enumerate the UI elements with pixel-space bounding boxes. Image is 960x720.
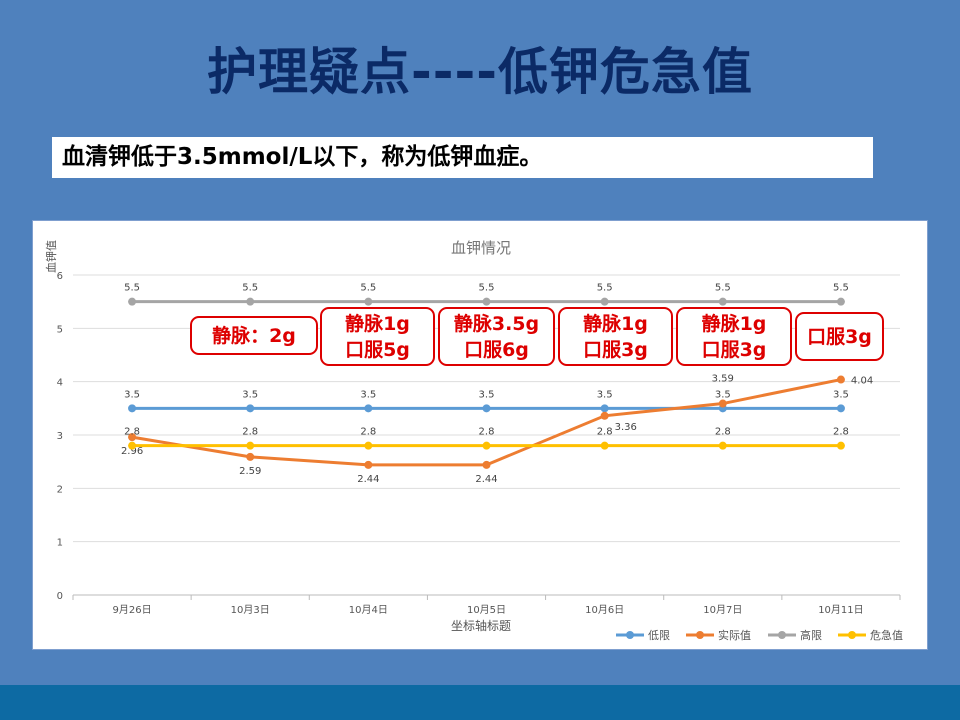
x-axis-label: 坐标轴标题 [451, 618, 511, 633]
x-tick-label: 10月11日 [818, 604, 863, 616]
y-tick-label: 4 [57, 378, 63, 389]
dose-annotation: 静脉1g 口服3g [558, 307, 673, 366]
data-point [364, 404, 373, 413]
x-tick-label: 10月6日 [585, 604, 624, 616]
chart-title: 血钾情况 [451, 239, 511, 257]
data-point [836, 297, 845, 306]
data-point [600, 411, 609, 420]
data-label: 2.96 [121, 446, 143, 457]
dose-annotation: 静脉1g 口服3g [676, 307, 792, 366]
data-label: 3.5 [242, 389, 258, 400]
data-label: 3.5 [833, 389, 849, 400]
data-label: 5.5 [124, 283, 140, 294]
data-label: 3.59 [712, 374, 734, 385]
data-point [482, 404, 491, 413]
data-point [600, 441, 609, 450]
data-point [600, 297, 609, 306]
data-point [128, 297, 137, 306]
legend-label: 低限 [648, 629, 670, 642]
footer-band [0, 685, 960, 720]
data-point [246, 404, 255, 413]
data-label: 2.8 [124, 427, 140, 438]
data-label: 5.5 [597, 283, 613, 294]
data-point [482, 460, 491, 469]
data-point [128, 404, 137, 413]
data-label: 2.44 [475, 474, 497, 485]
slide-subtitle: 血清钾低于3.5mmol/L以下，称为低钾血症。 [52, 137, 873, 178]
data-point [128, 441, 137, 450]
x-tick-label: 10月5日 [467, 604, 506, 616]
data-label: 2.8 [833, 427, 849, 438]
legend-marker [696, 631, 704, 639]
data-label: 5.5 [715, 283, 731, 294]
dose-annotation: 静脉3.5g 口服6g [438, 307, 555, 366]
y-tick-label: 2 [57, 484, 63, 495]
data-point [718, 297, 727, 306]
data-label: 3.5 [715, 389, 731, 400]
data-label: 2.44 [357, 474, 379, 485]
legend-label: 危急值 [870, 628, 903, 642]
data-label: 2.59 [239, 466, 261, 477]
data-point [836, 441, 845, 450]
data-label: 5.5 [833, 283, 849, 294]
data-point [482, 441, 491, 450]
legend-marker [626, 631, 634, 639]
legend-marker [848, 631, 856, 639]
y-tick-label: 6 [57, 271, 63, 282]
data-point [364, 297, 373, 306]
data-point [246, 441, 255, 450]
data-label: 5.5 [360, 283, 376, 294]
data-label: 2.8 [360, 427, 376, 438]
potassium-chart: 血钾情况 血钾值 0 1 2 3 4 5 6 9月26日 10月3日 10月4日 10月5日 10月6日 1… [32, 220, 928, 650]
x-tick-label: 10月4日 [349, 604, 388, 616]
legend-label: 高限 [800, 628, 822, 642]
x-tick-label: 10月7日 [703, 604, 742, 616]
slide-title: 护理疑点----低钾危急值 [206, 43, 753, 101]
x-tick-label: 10月3日 [231, 604, 270, 616]
x-tick-label: 9月26日 [113, 604, 152, 616]
data-point [836, 375, 845, 384]
y-tick-label: 1 [57, 538, 63, 549]
data-point [600, 404, 609, 413]
data-label: 3.5 [360, 389, 376, 400]
data-label: 2.8 [479, 427, 495, 438]
data-label: 5.5 [479, 283, 495, 294]
y-tick-label: 0 [57, 591, 63, 602]
data-label: 3.5 [479, 389, 495, 400]
data-point [718, 399, 727, 408]
chart-svg: 血钾情况 血钾值 0 1 2 3 4 5 6 9月26日 10月3日 10月4日 10月5日 10月6日 1… [44, 239, 903, 642]
data-label: 3.5 [597, 389, 613, 400]
data-point [364, 441, 373, 450]
dose-annotation: 静脉：2g [190, 316, 318, 355]
data-label: 2.8 [242, 427, 258, 438]
data-point [364, 460, 373, 469]
data-label: 3.5 [124, 389, 140, 400]
y-tick-label: 5 [57, 324, 63, 335]
data-label: 2.8 [715, 427, 731, 438]
data-point [482, 297, 491, 306]
y-axis-label: 血钾值 [44, 240, 58, 273]
dose-annotation: 口服3g [795, 312, 884, 361]
data-point [718, 441, 727, 450]
data-point [246, 452, 255, 461]
legend-label: 实际值 [718, 628, 751, 642]
legend-marker [778, 631, 786, 639]
y-tick-label: 3 [57, 431, 63, 442]
data-label: 5.5 [242, 283, 258, 294]
data-point [128, 433, 137, 442]
dose-annotation: 静脉1g 口服5g [320, 307, 435, 366]
data-label: 3.36 [615, 422, 637, 433]
data-point [246, 297, 255, 306]
data-point [836, 404, 845, 413]
data-label: 4.04 [851, 376, 873, 387]
data-label: 2.8 [597, 427, 613, 438]
